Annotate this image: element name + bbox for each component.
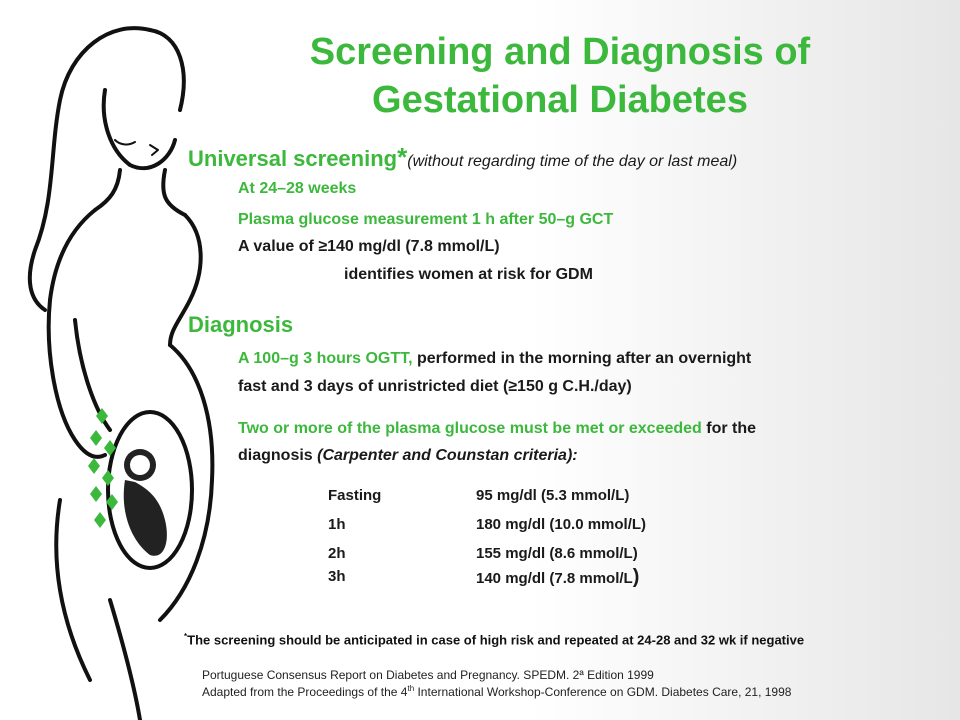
- diagnosis-criteria-green: Two or more of the plasma glucose must b…: [238, 420, 702, 437]
- screening-threshold: A value of ≥140 mg/dl (7.8 mmol/L): [238, 238, 500, 255]
- criteria-value-3-text: 140 mg/dl (7.8 mmol/L: [476, 570, 633, 587]
- diagnosis-diet: fast and 3 days of unristricted diet (≥1…: [238, 378, 632, 395]
- screening-footnote: *The screening should be anticipated in …: [184, 632, 804, 647]
- footnote-marker: *: [184, 632, 188, 641]
- footnote-text: The screening should be anticipated in c…: [187, 632, 805, 648]
- title-line-2: Gestational Diabetes: [372, 79, 748, 121]
- screening-heading: Universal screening: [188, 146, 398, 171]
- criteria-value-3-paren: ): [632, 566, 640, 588]
- diagnosis-ogtt-dark: performed in the morning after an overni…: [412, 350, 752, 367]
- reference-1: Portuguese Consensus Report on Diabetes …: [202, 668, 654, 682]
- diagnosis-criteria-dark: for the: [701, 420, 757, 437]
- slide-title: Screening and Diagnosis of Gestational D…: [180, 28, 940, 124]
- diagnosis-ogtt-green: A 100–g 3 hours OGTT,: [238, 350, 413, 367]
- reference-2-a: Adapted from the Proceedings of the 4: [202, 685, 408, 699]
- criteria-value-0: 95 mg/dl (5.3 mmol/L): [476, 487, 630, 504]
- screening-heading-row: Universal screening*(without regarding t…: [188, 142, 737, 173]
- diagnosis-word: diagnosis: [238, 447, 318, 464]
- diagnosis-heading: Diagnosis: [188, 312, 294, 337]
- reference-2-sup: th: [407, 684, 415, 693]
- criteria-time-3: 3h: [328, 568, 346, 585]
- criteria-time-1: 1h: [328, 516, 346, 533]
- diagnosis-criteria-intro: Two or more of the plasma glucose must b…: [238, 420, 756, 438]
- criteria-value-1: 180 mg/dl (10.0 mmol/L): [476, 516, 647, 533]
- pregnant-woman-illustration: [27, 26, 215, 720]
- criteria-value-3: 140 mg/dl (7.8 mmol/L): [476, 566, 639, 589]
- screening-asterisk: *: [397, 142, 408, 172]
- screening-measurement: Plasma glucose measurement 1 h after 50–…: [238, 211, 614, 228]
- reference-2-b: International Workshop-Conference on GDM…: [414, 685, 792, 699]
- title-line-1: Screening and Diagnosis of: [309, 31, 811, 73]
- criteria-time-0: Fasting: [328, 487, 382, 504]
- criteria-value-2: 155 mg/dl (8.6 mmol/L): [476, 545, 638, 562]
- criteria-time-2: 2h: [328, 545, 346, 562]
- diagnosis-criteria-source: (Carpenter and Counstan criteria):: [317, 447, 578, 464]
- reference-2: Adapted from the Proceedings of the 4th …: [202, 684, 791, 699]
- screening-qualifier: (without regarding time of the day or la…: [407, 153, 738, 170]
- screening-risk: identifies women at risk for GDM: [344, 266, 593, 283]
- diagnosis-criteria-line2: diagnosis (Carpenter and Counstan criter…: [238, 447, 578, 465]
- diagnosis-ogtt: A 100–g 3 hours OGTT, performed in the m…: [238, 350, 751, 368]
- screening-timing: At 24–28 weeks: [238, 180, 357, 197]
